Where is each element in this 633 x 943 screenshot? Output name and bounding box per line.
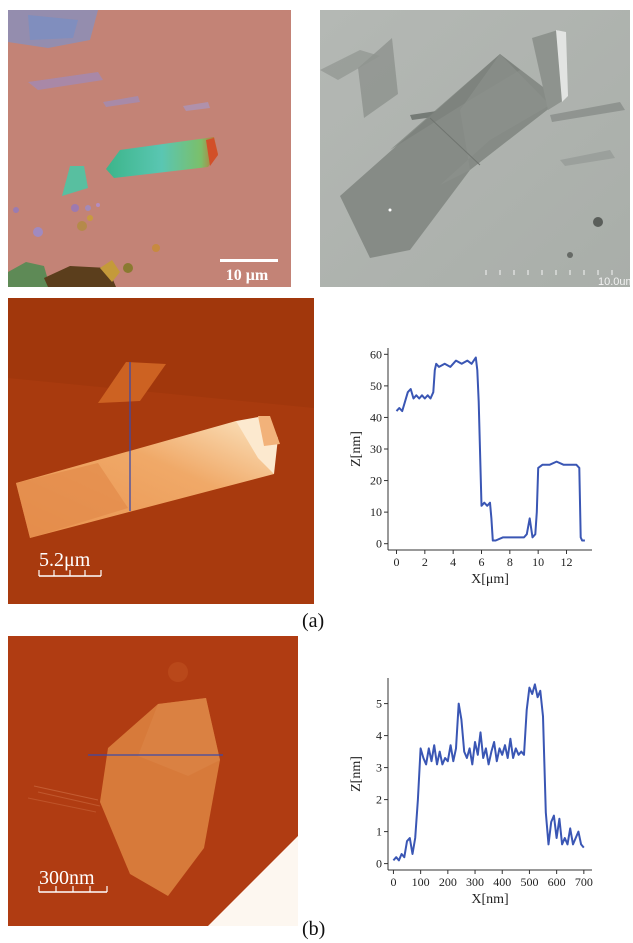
x-tick-label: 4	[450, 555, 456, 569]
x-tick-label: 0	[390, 875, 396, 889]
y-tick-label: 40	[370, 410, 382, 424]
caption-a: (a)	[302, 610, 325, 632]
afm-image-b: 300nm	[8, 636, 298, 926]
x-tick-label: 500	[520, 875, 538, 889]
optical-scale-label: 10 μm	[226, 267, 269, 284]
y-tick-label: 0	[376, 857, 382, 871]
sem-micrograph: 10.0um	[320, 10, 630, 287]
afm-image-a: 5.2μm	[8, 298, 314, 604]
y-axis-label: Z[nm]	[349, 756, 364, 792]
y-tick-label: 3	[376, 761, 382, 775]
x-axis-label: X[μm]	[471, 572, 509, 587]
y-tick-label: 4	[376, 729, 382, 743]
x-tick-label: 12	[561, 555, 573, 569]
x-tick-label: 0	[394, 555, 400, 569]
profile-chart-a: 0 10 20 30 40 50 60 0 2 4 6 8 10 12 X[μm] Z[nm]	[349, 340, 602, 595]
y-tick-label: 30	[370, 442, 382, 456]
y-tick-label: 0	[376, 537, 382, 551]
x-tick-label: 600	[548, 875, 566, 889]
y-tick-label: 20	[370, 474, 382, 488]
x-tick-label: 400	[493, 875, 511, 889]
optical-micrograph: 10 μm	[8, 10, 291, 287]
x-axis-label: X[nm]	[471, 892, 508, 907]
height-profile-line	[392, 683, 585, 862]
sem-scale-label: 10.0um	[598, 276, 630, 287]
sem-scale-ticks	[485, 270, 613, 275]
afm-a-scale-label: 5.2μm	[39, 549, 91, 571]
y-tick-label: 50	[370, 379, 382, 393]
x-tick-label: 200	[439, 875, 457, 889]
y-tick-label: 2	[376, 793, 382, 807]
y-axis-label: Z[nm]	[349, 431, 364, 467]
y-tick-label: 1	[376, 825, 382, 839]
afm-b-scale-label: 300nm	[39, 867, 95, 889]
x-tick-label: 8	[507, 555, 513, 569]
caption-b: (b)	[302, 918, 326, 940]
x-tick-label: 100	[412, 875, 430, 889]
x-tick-label: 10	[532, 555, 544, 569]
y-tick-label: 60	[370, 347, 382, 361]
y-tick-label: 10	[370, 505, 382, 519]
x-tick-label: 300	[466, 875, 484, 889]
profile-chart-b: 0 1 2 3 4 5 0 100 200 300 400 500 600 700 X[nm] Z[nm]	[349, 670, 602, 915]
x-tick-label: 6	[479, 555, 485, 569]
height-profile-line	[395, 356, 585, 542]
x-tick-label: 2	[422, 555, 428, 569]
y-tick-label: 5	[376, 697, 382, 711]
x-tick-label: 700	[575, 875, 593, 889]
